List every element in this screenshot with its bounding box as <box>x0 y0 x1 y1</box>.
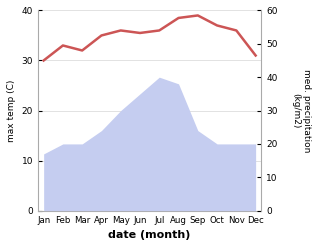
Y-axis label: max temp (C): max temp (C) <box>7 79 16 142</box>
X-axis label: date (month): date (month) <box>108 230 191 240</box>
Y-axis label: med. precipitation
(kg/m2): med. precipitation (kg/m2) <box>292 69 311 152</box>
